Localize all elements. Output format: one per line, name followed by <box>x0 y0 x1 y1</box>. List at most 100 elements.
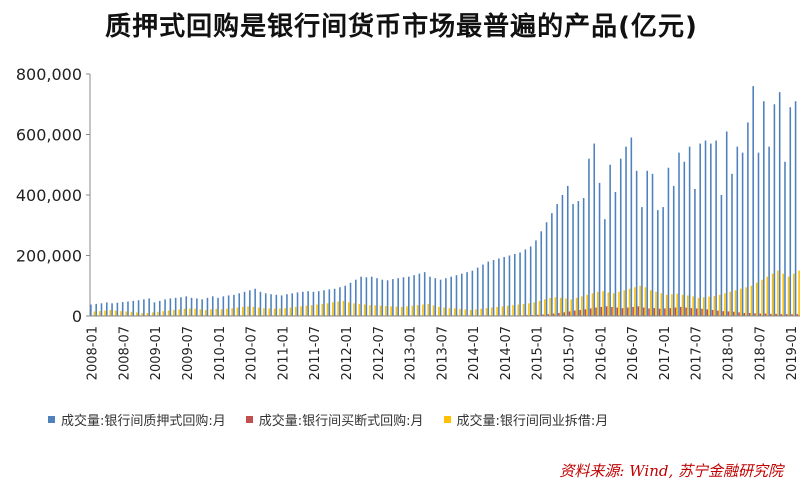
bar-series-0 <box>566 185 569 316</box>
bar-series-0 <box>503 257 505 316</box>
bar-series-0 <box>768 146 770 316</box>
bar-series-0 <box>190 297 193 316</box>
bar-series-0 <box>196 298 198 316</box>
bar-series-1 <box>558 312 560 316</box>
bar-series-0 <box>307 291 309 316</box>
x-tick-label: 2014-07 <box>499 326 514 380</box>
bar-series-1 <box>605 306 608 316</box>
bar-series-0 <box>630 137 633 316</box>
bar-series-2 <box>385 306 387 316</box>
x-tick-label: 2013-07 <box>435 326 450 380</box>
bar-series-0 <box>365 277 368 316</box>
bar-series-0 <box>413 275 415 316</box>
bar-series-2 <box>167 310 170 316</box>
bar-series-2 <box>702 297 705 316</box>
bar-series-2 <box>395 306 398 316</box>
bar-series-2 <box>639 285 641 316</box>
bar-series-2 <box>443 307 445 316</box>
bar-series-0 <box>450 276 452 316</box>
bar-series-0 <box>116 302 119 316</box>
x-tick-label: 2010-01 <box>213 326 228 380</box>
bar-series-1 <box>727 311 730 316</box>
bar-series-2 <box>379 305 382 316</box>
x-tick-label: 2012-07 <box>372 326 387 380</box>
bar-series-2 <box>347 302 350 316</box>
bar-series-0 <box>715 140 717 316</box>
bar-series-0 <box>280 295 283 316</box>
bar-series-2 <box>485 308 488 316</box>
bar-series-0 <box>736 146 739 316</box>
bar-series-2 <box>729 291 732 316</box>
bar-series-2 <box>793 273 795 316</box>
bar-series-0 <box>588 158 590 316</box>
bar-series-1 <box>711 309 714 316</box>
bar-series-2 <box>427 303 430 316</box>
y-tick-label: 200,000 <box>16 247 82 266</box>
bar-series-2 <box>358 303 361 316</box>
bar-series-2 <box>146 312 149 316</box>
bar-series-2 <box>687 295 689 316</box>
bar-series-2 <box>390 306 392 316</box>
x-tick-label: 2011-01 <box>276 326 291 380</box>
bar-series-2 <box>475 309 477 316</box>
bar-series-0 <box>370 276 373 316</box>
bar-series-2 <box>559 297 562 316</box>
legend-label-outright-repo: 成交量:银行间买断式回购:月 <box>258 414 424 429</box>
bar-series-2 <box>469 309 472 316</box>
bar-series-2 <box>374 305 377 316</box>
bar-series-2 <box>777 270 779 317</box>
legend-swatch-blue <box>48 416 55 423</box>
bar-series-0 <box>143 299 145 316</box>
bar-series-2 <box>697 297 700 316</box>
bar-series-2 <box>798 270 800 317</box>
bar-series-1 <box>637 306 640 316</box>
bar-series-2 <box>713 296 716 316</box>
bar-series-1 <box>536 314 539 316</box>
bar-series-2 <box>194 308 196 316</box>
bar-series-0 <box>593 143 596 316</box>
bar-series-2 <box>104 310 106 316</box>
bar-series-0 <box>249 290 251 316</box>
bar-series-1 <box>648 308 650 316</box>
bar-series-2 <box>294 306 297 316</box>
x-tick-label: 2009-07 <box>181 326 196 380</box>
bar-series-2 <box>332 302 334 316</box>
bar-series-0 <box>153 302 156 316</box>
bar-series-0 <box>121 302 124 316</box>
bar-series-2 <box>369 305 371 316</box>
bar-series-0 <box>137 300 140 316</box>
bar-series-0 <box>185 296 188 316</box>
bar-series-0 <box>158 300 161 317</box>
bar-series-2 <box>284 308 286 316</box>
bar-series-0 <box>349 282 352 316</box>
bar-series-2 <box>596 291 599 316</box>
bar-series-0 <box>217 297 219 316</box>
bar-series-2 <box>570 299 573 316</box>
bar-series-0 <box>201 299 203 316</box>
bar-series-0 <box>561 195 564 316</box>
bar-series-0 <box>423 272 426 316</box>
bar-series-2 <box>607 292 610 316</box>
bar-series-2 <box>549 297 551 316</box>
bar-series-0 <box>291 293 294 316</box>
bar-series-2 <box>263 308 265 316</box>
bar-series-2 <box>745 287 747 316</box>
bar-series-0 <box>625 146 627 316</box>
bar-series-0 <box>227 295 230 316</box>
bar-series-2 <box>432 305 435 316</box>
bar-series-2 <box>241 306 244 316</box>
bar-series-1 <box>579 309 581 316</box>
bar-series-0 <box>487 261 490 316</box>
bar-series-0 <box>259 291 262 316</box>
bar-series-2 <box>496 306 498 316</box>
bar-series-2 <box>247 306 249 316</box>
bar-series-0 <box>100 303 103 316</box>
bar-series-0 <box>662 207 664 316</box>
legend-entry-outright-repo: 成交量:银行间买断式回购:月 <box>245 410 424 429</box>
bar-series-2 <box>522 303 525 316</box>
bar-series-1 <box>785 314 788 316</box>
bar-series-0 <box>90 304 92 316</box>
bar-series-2 <box>506 305 509 316</box>
bar-series-0 <box>445 278 447 316</box>
bar-series-2 <box>321 303 324 316</box>
